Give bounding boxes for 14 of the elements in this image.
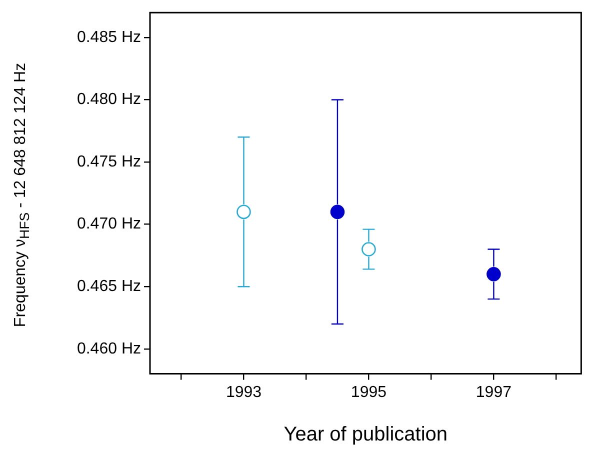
y-tick-label: 0.465 Hz	[76, 278, 141, 296]
x-axis-title: Year of publication	[284, 424, 448, 446]
x-tick-label: 1993	[226, 384, 262, 401]
point	[236, 204, 251, 220]
x-tick-label: 1997	[476, 384, 512, 401]
y-tick-label: 0.480 Hz	[76, 91, 141, 108]
y-tick-label: 0.475 Hz	[76, 153, 141, 170]
point	[486, 267, 501, 282]
point	[330, 204, 345, 220]
x-tick-label: 1995	[350, 384, 387, 401]
y-tick-label: 0.485 Hz	[76, 28, 141, 46]
y-tick-label: 0.470 Hz	[76, 216, 141, 233]
y-tick-label: 0.460 Hz	[76, 340, 141, 358]
point	[362, 242, 376, 256]
